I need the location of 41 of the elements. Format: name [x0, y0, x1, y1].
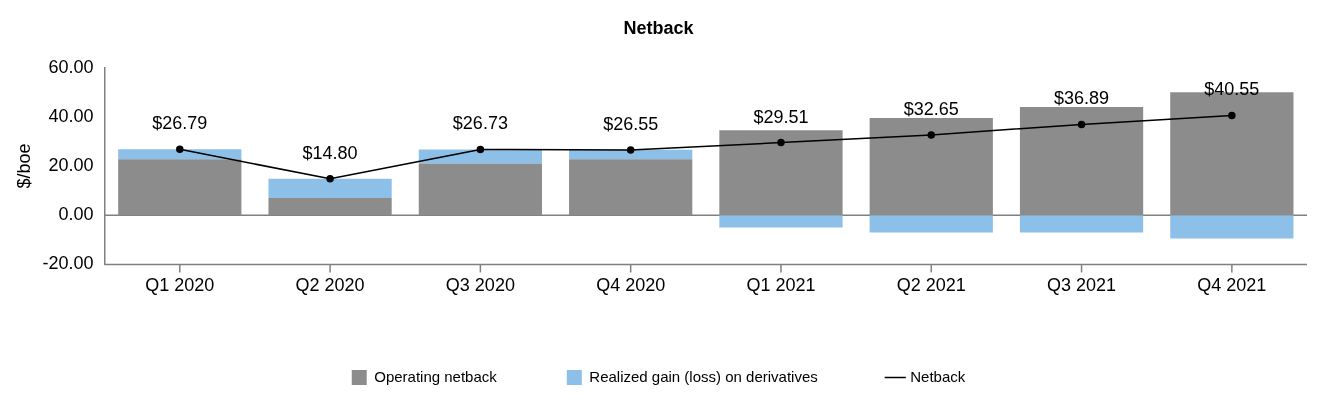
bar — [719, 215, 843, 228]
legend-label: Realized gain (loss) on derivatives — [589, 367, 818, 385]
legend-label: Operating netback — [374, 367, 498, 385]
x-tick-label: Q4 2020 — [596, 275, 666, 296]
y-tick-label: 60.00 — [48, 56, 94, 77]
x-tick-label: Q3 2021 — [1047, 275, 1117, 296]
bar — [268, 178, 392, 198]
bar — [418, 149, 542, 164]
x-tick-label: Q4 2021 — [1197, 275, 1267, 296]
x-tick-label: Q2 2020 — [295, 275, 365, 296]
point — [626, 146, 635, 154]
y-tick-label: 40.00 — [48, 105, 94, 126]
bar — [118, 149, 242, 160]
point — [927, 131, 936, 139]
x-tick-label: Q3 2020 — [445, 275, 515, 296]
data-label: $29.51 — [753, 106, 809, 127]
bar — [1019, 215, 1144, 233]
data-label: $14.80 — [302, 142, 358, 163]
point — [777, 138, 785, 147]
data-label: $32.65 — [903, 98, 959, 119]
x-tick-label: Q1 2020 — [145, 275, 215, 296]
x-tick-label: Q2 2021 — [896, 275, 966, 296]
data-label: $26.73 — [452, 113, 508, 134]
data-label: $26.79 — [152, 113, 208, 134]
data-label: $26.55 — [603, 113, 659, 134]
data-label: $40.55 — [1204, 79, 1260, 100]
point — [326, 175, 334, 183]
y-axis-title: $/boe — [13, 143, 34, 189]
bar — [869, 215, 993, 233]
legend-label: Netback — [910, 367, 966, 385]
point — [476, 145, 485, 154]
point — [176, 145, 184, 154]
bar — [1170, 215, 1294, 239]
data-label: $36.89 — [1054, 88, 1110, 109]
y-tick-label: -20.00 — [42, 253, 94, 274]
x-tick-label: Q1 2021 — [746, 275, 816, 296]
y-tick-label: 20.00 — [48, 154, 94, 175]
y-tick-label: 0.00 — [58, 204, 94, 225]
chart-title: Netback — [623, 17, 695, 38]
point — [1228, 111, 1236, 120]
point — [1077, 120, 1086, 129]
